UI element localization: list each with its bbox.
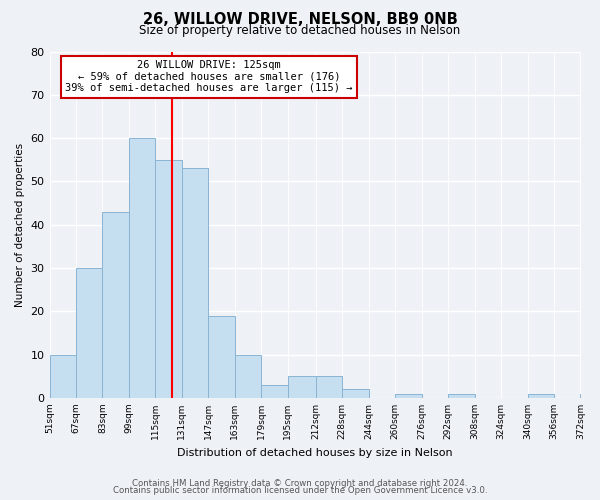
- Text: 26, WILLOW DRIVE, NELSON, BB9 0NB: 26, WILLOW DRIVE, NELSON, BB9 0NB: [143, 12, 457, 28]
- Bar: [395, 394, 422, 398]
- Bar: [235, 354, 261, 398]
- Text: Contains HM Land Registry data © Crown copyright and database right 2024.: Contains HM Land Registry data © Crown c…: [132, 478, 468, 488]
- X-axis label: Distribution of detached houses by size in Nelson: Distribution of detached houses by size …: [177, 448, 453, 458]
- Bar: [155, 160, 182, 398]
- Bar: [129, 138, 155, 398]
- Bar: [288, 376, 316, 398]
- Y-axis label: Number of detached properties: Number of detached properties: [15, 142, 25, 307]
- Bar: [76, 268, 103, 398]
- Bar: [208, 316, 235, 398]
- Bar: [50, 354, 76, 398]
- Text: 26 WILLOW DRIVE: 125sqm
← 59% of detached houses are smaller (176)
39% of semi-d: 26 WILLOW DRIVE: 125sqm ← 59% of detache…: [65, 60, 353, 94]
- Bar: [316, 376, 343, 398]
- Bar: [580, 394, 600, 398]
- Bar: [103, 212, 129, 398]
- Bar: [182, 168, 208, 398]
- Bar: [527, 394, 554, 398]
- Bar: [343, 390, 369, 398]
- Text: Size of property relative to detached houses in Nelson: Size of property relative to detached ho…: [139, 24, 461, 37]
- Bar: [261, 385, 288, 398]
- Bar: [448, 394, 475, 398]
- Text: Contains public sector information licensed under the Open Government Licence v3: Contains public sector information licen…: [113, 486, 487, 495]
